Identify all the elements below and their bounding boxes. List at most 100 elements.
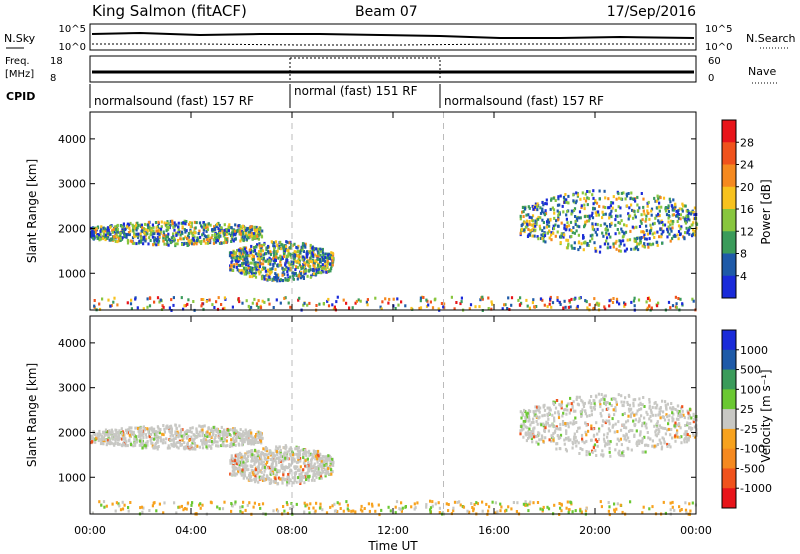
echo-cell	[368, 509, 371, 513]
echo-cell	[264, 458, 267, 461]
echo-cell	[632, 197, 635, 201]
echo-cell	[634, 246, 637, 250]
echo-cell	[584, 509, 588, 512]
echo-cell	[250, 233, 253, 237]
echo-cell	[606, 246, 609, 250]
echo-cell	[331, 303, 334, 307]
echo-cell	[132, 226, 135, 230]
echo-cell	[609, 204, 612, 208]
echo-cell	[674, 295, 677, 299]
echo-cell	[319, 247, 322, 251]
echo-cell	[691, 501, 694, 505]
echo-cell	[91, 232, 94, 236]
echo-cell	[695, 428, 698, 432]
echo-cell	[157, 220, 160, 224]
echo-cell	[552, 438, 555, 442]
echo-cell	[279, 455, 283, 459]
colorbar-tick-label: 25	[740, 403, 754, 416]
echo-cell	[654, 430, 657, 434]
echo-cell	[183, 228, 186, 231]
echo-cell	[591, 216, 595, 220]
echo-cell	[143, 222, 147, 226]
echo-cell	[268, 477, 271, 480]
echo-cell	[576, 193, 580, 197]
echo-cell	[128, 223, 131, 227]
echo-cell	[660, 426, 663, 430]
echo-cell	[289, 446, 292, 450]
echo-cell	[666, 442, 669, 446]
echo-cell	[249, 453, 252, 457]
echo-cell	[231, 253, 234, 257]
echo-cell	[319, 458, 322, 462]
echo-cell	[601, 449, 604, 453]
echo-cell	[550, 434, 553, 438]
echo-cell	[191, 441, 194, 445]
echo-cell	[651, 413, 654, 417]
echo-cell	[323, 463, 326, 467]
echo-cell	[582, 241, 586, 245]
echo-cell	[184, 230, 187, 234]
echo-cell	[172, 232, 175, 236]
echo-cell	[313, 267, 316, 271]
echo-cell	[232, 473, 235, 477]
echo-cell	[233, 468, 236, 472]
echo-cell	[659, 416, 662, 420]
echo-cell	[576, 218, 579, 222]
echo-cell	[251, 301, 254, 305]
echo-cell	[301, 265, 305, 269]
echo-cell	[324, 472, 327, 476]
echo-cell	[575, 439, 578, 443]
echo-cell	[309, 467, 312, 471]
echo-cell	[300, 267, 303, 270]
echo-cell	[579, 296, 582, 300]
echo-cell	[245, 458, 248, 461]
echo-cell	[202, 228, 206, 232]
echo-cell	[201, 302, 204, 306]
echo-cell	[584, 192, 587, 196]
echo-cell	[651, 444, 654, 448]
echo-cell	[569, 396, 572, 400]
echo-cell	[117, 442, 120, 446]
echo-cell	[453, 307, 456, 311]
echo-cell	[567, 510, 570, 514]
echo-cell	[531, 440, 534, 444]
echo-cell	[314, 468, 317, 472]
echo-cell	[596, 301, 599, 305]
echo-cell	[188, 221, 192, 225]
echo-cell	[114, 442, 117, 446]
echo-cell	[169, 219, 172, 223]
echo-cell	[151, 504, 154, 508]
echo-cell	[312, 263, 315, 267]
echo-cell	[593, 228, 596, 232]
echo-cell	[275, 463, 278, 467]
echo-cell	[642, 205, 645, 209]
echo-cell	[671, 419, 674, 423]
echo-cell	[233, 427, 236, 431]
echo-cell	[231, 231, 234, 235]
echo-cell	[162, 305, 165, 309]
echo-cell	[388, 297, 391, 301]
echo-cell	[657, 432, 660, 436]
echo-cell	[607, 439, 610, 443]
echo-cell	[536, 501, 540, 504]
echo-cell	[540, 437, 543, 441]
echo-cell	[657, 427, 660, 431]
echo-cell	[110, 431, 113, 435]
echo-cell	[285, 501, 288, 505]
echo-cell	[568, 299, 571, 303]
echo-cell	[214, 433, 217, 437]
echo-cell	[419, 296, 422, 300]
echo-cell	[536, 434, 539, 438]
echo-cell	[629, 500, 632, 504]
colorbar-tick-label: -25	[740, 423, 758, 436]
echo-cell	[229, 434, 232, 438]
echo-cell	[286, 258, 289, 262]
echo-cell	[690, 428, 693, 432]
echo-cell	[128, 226, 131, 230]
echo-cell	[686, 433, 689, 436]
echo-cell	[240, 230, 243, 234]
echo-cell	[125, 428, 128, 432]
echo-cell	[230, 454, 233, 458]
echo-cell	[269, 262, 272, 266]
echo-cell	[132, 433, 136, 437]
